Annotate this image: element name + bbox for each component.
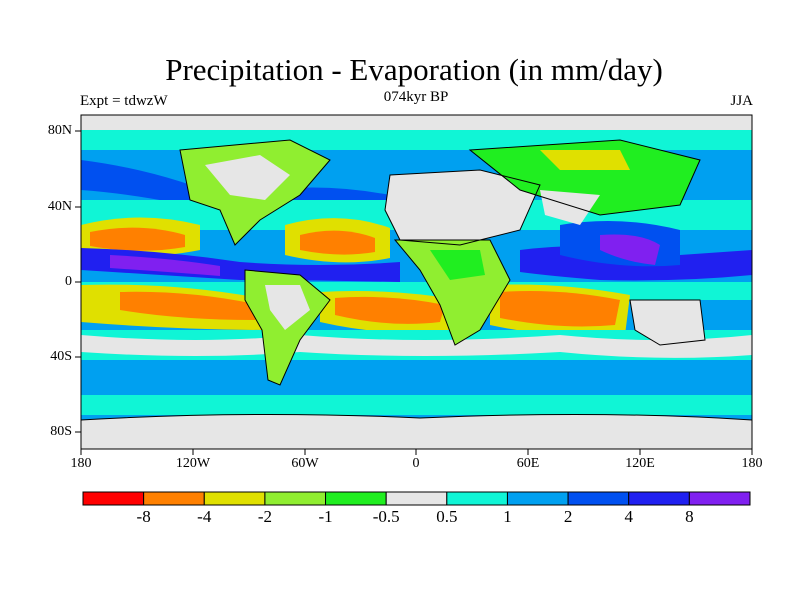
coastlines: [81, 139, 752, 421]
lat-tick-80n: 80N: [47, 123, 72, 138]
colorbar: [82, 491, 751, 506]
colorbar-swatch: [567, 491, 630, 506]
colorbar-label: 4: [624, 507, 633, 526]
colorbar-swatch: [628, 491, 690, 506]
colorbar-label: -8: [136, 507, 151, 526]
colorbar-swatch: [385, 491, 448, 506]
colorbar-swatch: [264, 491, 327, 506]
colorbar-label: -0.5: [372, 507, 400, 526]
colorbar-swatch: [143, 491, 205, 506]
colorbar-label: -1: [318, 507, 333, 526]
colorbar-swatch: [203, 491, 266, 506]
experiment-label: Expt = tdwzW: [80, 93, 168, 109]
lon-tick-180e: 180: [741, 456, 763, 471]
colorbar-label: 8: [685, 507, 694, 526]
lat-tick-40s: 40S: [50, 349, 72, 364]
lon-tick-120e: 120E: [625, 456, 655, 471]
colorbar-label: -2: [257, 507, 272, 526]
colorbar-label: 2: [563, 507, 573, 526]
lat-tick-40n: 40N: [47, 199, 72, 214]
colorbar-swatch: [325, 491, 387, 506]
precip-evap-field: [81, 115, 752, 449]
lon-tick-180w: 180: [70, 456, 92, 471]
axis-ticks: [75, 130, 753, 455]
lon-tick-60w: 60W: [291, 456, 319, 471]
lon-tick-0: 0: [412, 456, 420, 471]
lat-tick-0: 0: [65, 274, 72, 289]
season-label: JJA: [730, 93, 753, 109]
lon-tick-120w: 120W: [175, 456, 211, 471]
colorbar-swatch: [82, 491, 145, 506]
colorbar-label: 1: [503, 507, 512, 526]
colorbar-swatch: [446, 491, 508, 506]
colorbar-swatch: [688, 491, 751, 506]
colorbar-label: -4: [197, 507, 212, 526]
plot-title: Precipitation - Evaporation (in mm/day): [165, 52, 663, 87]
lat-tick-80s: 80S: [50, 424, 72, 439]
colorbar-swatch: [506, 491, 569, 506]
colorbar-label: 0.5: [436, 507, 458, 526]
period-label: 074kyr BP: [383, 89, 449, 105]
lon-tick-60e: 60E: [516, 456, 540, 471]
